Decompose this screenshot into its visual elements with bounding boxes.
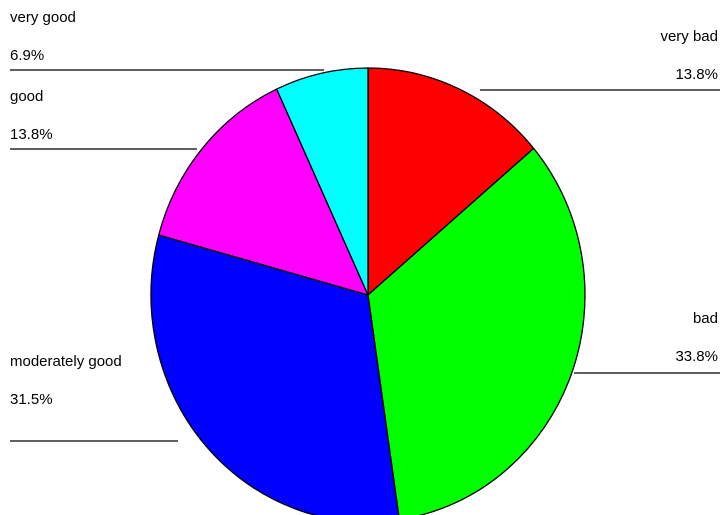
slice-labels: very bad 13.8% bad 33.8% moderately good 31.5…	[10, 9, 718, 408]
slice-label-very-good: very good	[10, 9, 76, 26]
slice-percent-very-good: 6.9%	[10, 47, 44, 64]
slice-percent-very-bad: 13.8%	[675, 66, 718, 83]
pie-slices	[150, 67, 586, 515]
slice-percent-moderately-good: 31.5%	[10, 391, 53, 408]
slice-bad	[367, 147, 586, 515]
slice-percent-bad: 33.8%	[675, 348, 718, 365]
slice-good	[158, 88, 369, 296]
slice-very-bad	[367, 67, 535, 296]
slice-label-moderately-good: moderately good	[10, 353, 122, 370]
slice-percent-good: 13.8%	[10, 126, 53, 143]
leader-lines	[10, 69, 720, 442]
slice-very-good	[276, 67, 369, 296]
slice-label-good: good	[10, 88, 43, 105]
slice-label-very-bad: very bad	[660, 28, 718, 45]
slice-moderately-good	[150, 234, 400, 515]
slice-label-bad: bad	[693, 310, 718, 327]
